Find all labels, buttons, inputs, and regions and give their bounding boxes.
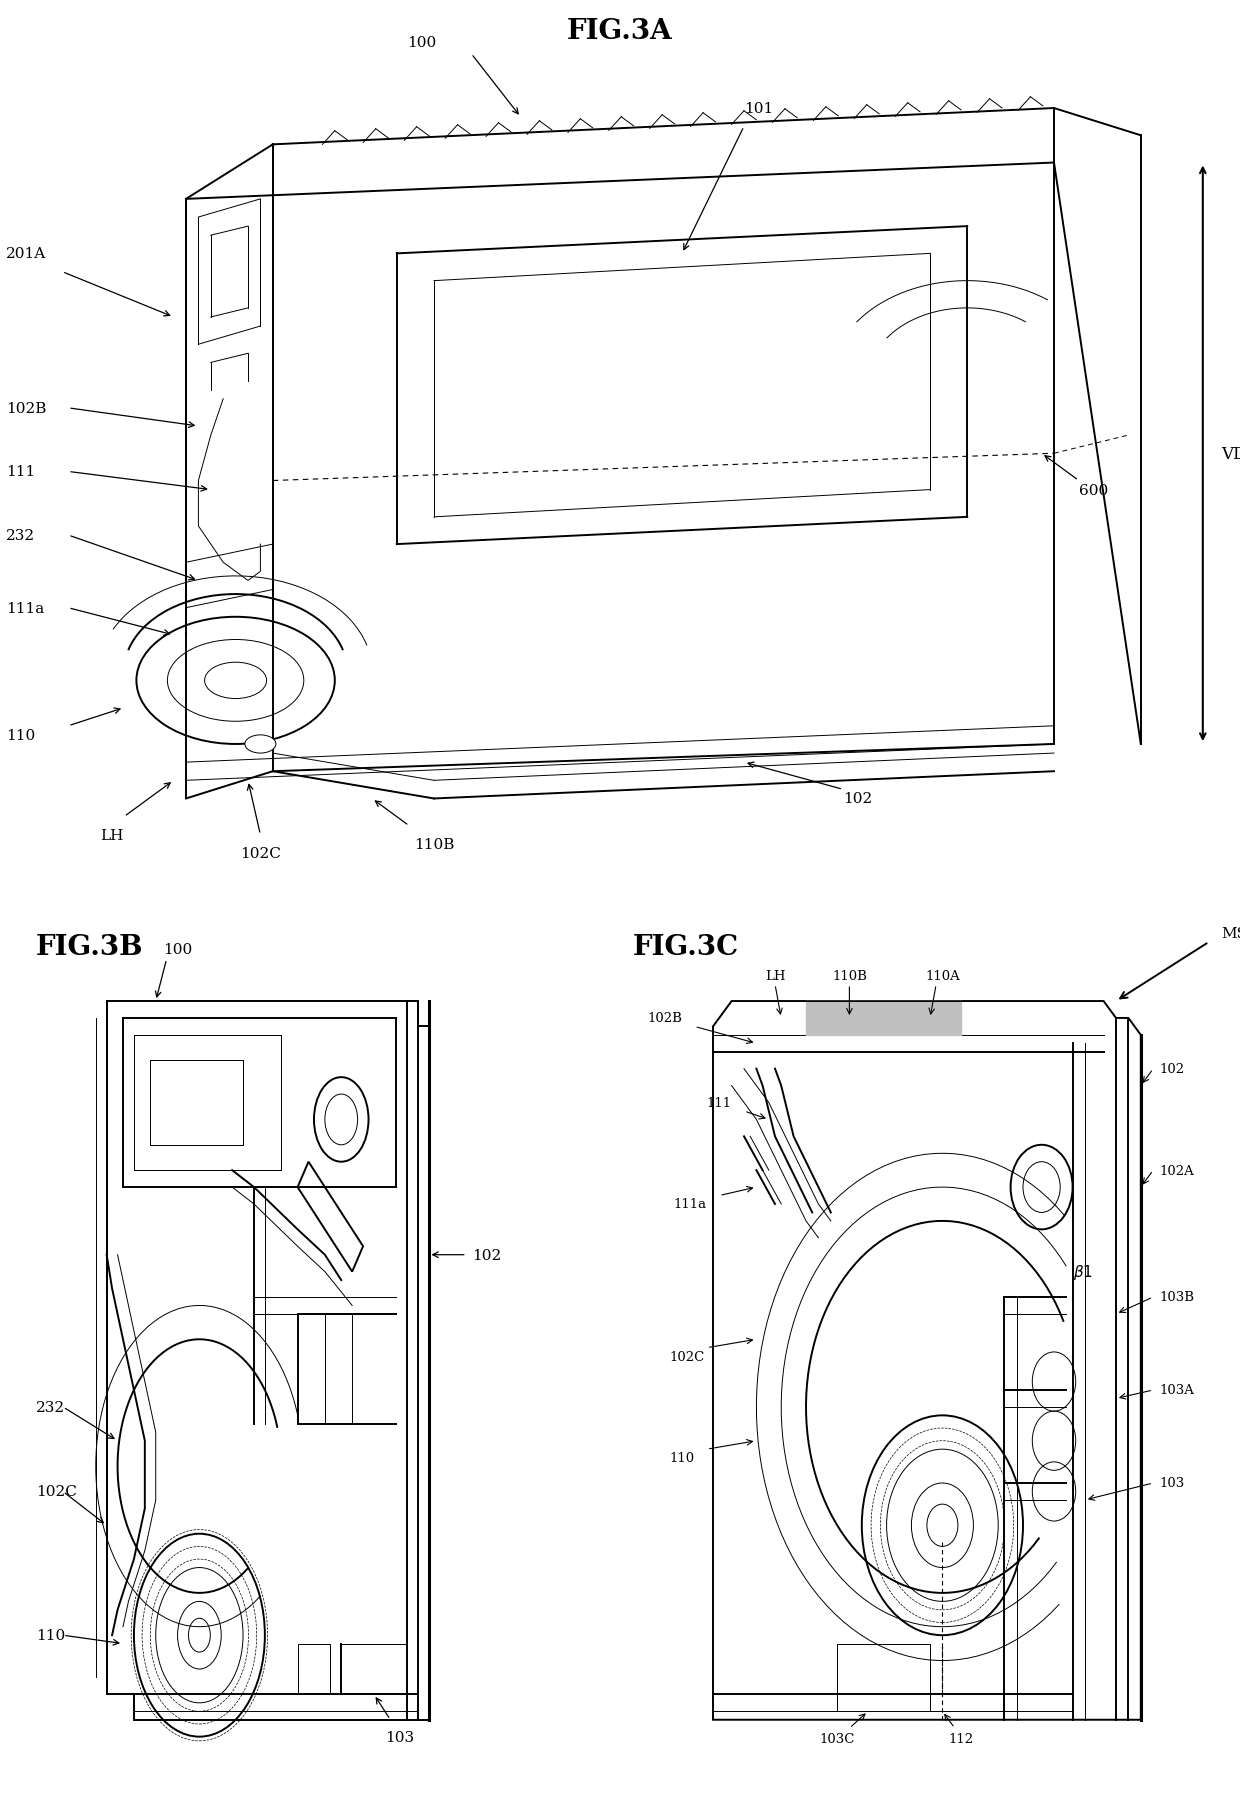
Text: 111a: 111a xyxy=(673,1197,707,1210)
Text: 201A: 201A xyxy=(6,248,46,261)
Text: 102: 102 xyxy=(472,1248,501,1262)
Text: 103A: 103A xyxy=(1159,1384,1194,1397)
Ellipse shape xyxy=(246,735,277,753)
Text: FIG.3C: FIG.3C xyxy=(632,933,739,960)
Text: FIG.3B: FIG.3B xyxy=(36,933,143,960)
Text: 111: 111 xyxy=(6,466,36,478)
Text: 102C: 102C xyxy=(670,1350,704,1363)
Text: 102C: 102C xyxy=(36,1485,77,1498)
Text: 103B: 103B xyxy=(1159,1291,1194,1304)
Text: MS1: MS1 xyxy=(1221,928,1240,940)
Text: 101: 101 xyxy=(744,102,774,115)
Text: 102C: 102C xyxy=(241,847,280,861)
Text: 110: 110 xyxy=(670,1451,694,1464)
Text: 102: 102 xyxy=(1159,1063,1184,1075)
Text: VD: VD xyxy=(1221,446,1240,462)
Text: 110: 110 xyxy=(36,1629,64,1642)
Circle shape xyxy=(188,1618,211,1652)
Text: 110: 110 xyxy=(6,728,36,743)
Text: 600: 600 xyxy=(1079,484,1109,498)
Text: 232: 232 xyxy=(6,529,35,543)
Text: 102: 102 xyxy=(843,793,873,806)
Text: LH: LH xyxy=(765,969,785,984)
Text: 102A: 102A xyxy=(1159,1163,1194,1178)
Text: 103: 103 xyxy=(384,1730,414,1744)
Text: 111: 111 xyxy=(707,1097,732,1109)
Text: 111a: 111a xyxy=(6,601,45,615)
Text: 103C: 103C xyxy=(820,1731,854,1746)
Text: 110B: 110B xyxy=(832,969,867,984)
Ellipse shape xyxy=(205,663,267,699)
Text: FIG.3A: FIG.3A xyxy=(567,18,673,45)
Text: 102B: 102B xyxy=(647,1012,682,1025)
Text: 110A: 110A xyxy=(925,969,960,984)
Text: 102B: 102B xyxy=(6,401,47,415)
Text: 232: 232 xyxy=(36,1401,64,1413)
Text: LH: LH xyxy=(100,829,123,841)
Text: 100: 100 xyxy=(407,36,436,50)
Text: 112: 112 xyxy=(949,1731,973,1746)
Text: 103: 103 xyxy=(1159,1476,1184,1491)
Text: $\beta$1: $\beta$1 xyxy=(1073,1262,1092,1282)
Text: 110B: 110B xyxy=(414,838,454,852)
Circle shape xyxy=(928,1505,959,1546)
Text: 100: 100 xyxy=(162,942,192,957)
